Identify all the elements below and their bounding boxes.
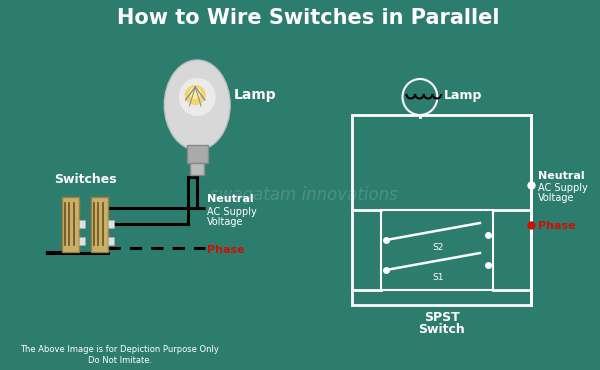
Text: Voltage: Voltage [207,217,244,227]
Bar [187,145,208,163]
Text: Switch: Switch [418,323,465,336]
Text: Neutral: Neutral [538,171,584,181]
Bar [190,163,204,175]
Bar [79,237,85,245]
Text: Phase: Phase [538,221,575,231]
Bar [108,237,114,245]
Text: The Above Image is for Depiction Purpose Only
Do Not Imitate.: The Above Image is for Depiction Purpose… [20,345,219,365]
Text: AC Supply: AC Supply [207,207,257,217]
Bar [79,220,85,228]
Ellipse shape [190,87,201,99]
Text: How to Wire Switches in Parallel: How to Wire Switches in Parallel [118,8,500,28]
Text: Switches: Switches [54,173,116,186]
Ellipse shape [164,60,230,150]
Text: Lamp: Lamp [234,88,277,102]
Bar [91,197,108,252]
Text: Voltage: Voltage [538,193,575,203]
Bar [62,197,79,252]
Text: S2: S2 [432,243,443,252]
Text: AC Supply: AC Supply [538,183,588,193]
Bar [108,220,114,228]
Text: Lamp: Lamp [444,88,482,101]
Ellipse shape [179,78,215,116]
Text: S1: S1 [432,273,443,282]
Text: Phase: Phase [207,245,245,255]
Text: swagatam innovations: swagatam innovations [210,186,398,204]
Text: Neutral: Neutral [207,194,254,204]
Ellipse shape [185,85,206,105]
Text: SPST: SPST [424,311,460,324]
